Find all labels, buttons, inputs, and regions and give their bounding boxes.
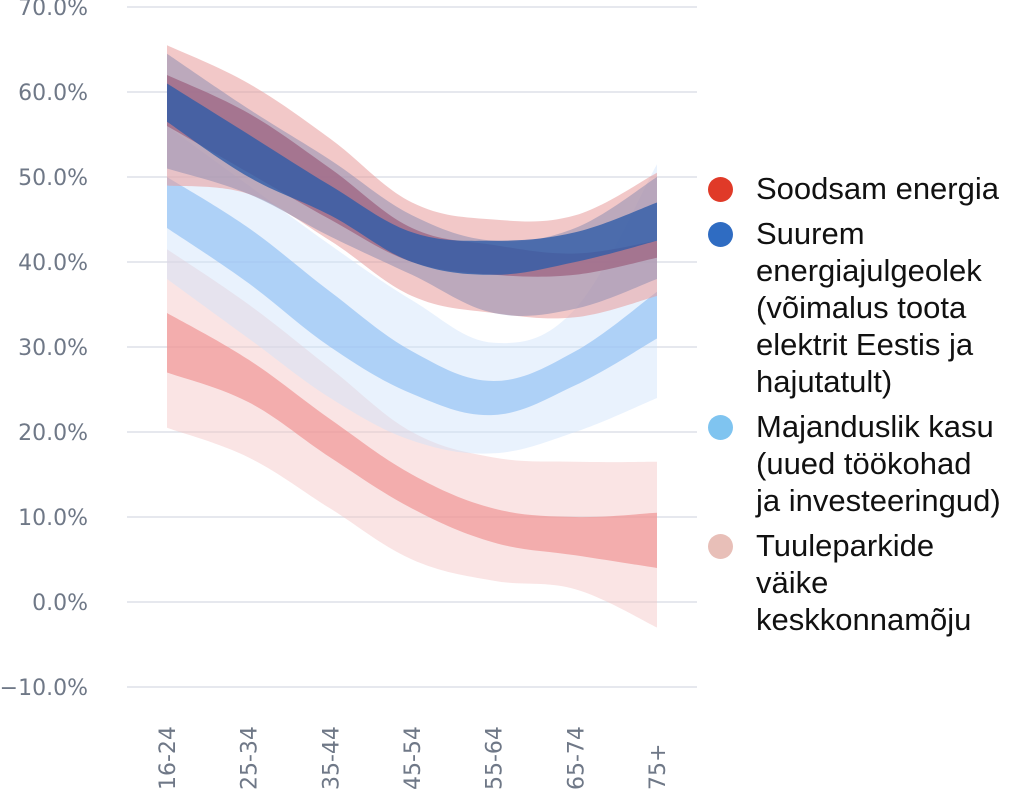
x-tick-label: 25-34 — [238, 726, 263, 790]
band-inner-1 — [167, 177, 657, 416]
x-tick-label: 65-74 — [564, 726, 589, 790]
y-tick-label: 0.0% — [32, 591, 88, 616]
legend-marker — [708, 415, 733, 440]
band-outer-1 — [167, 126, 657, 454]
y-tick-label: 60.0% — [18, 81, 88, 106]
legend-item: Majanduslik kasu (uued töökohad ja inves… — [706, 408, 1024, 519]
x-tick-label: 55-64 — [483, 726, 508, 790]
legend-item: Soodsam energia — [706, 170, 1024, 207]
band-inner-0 — [167, 313, 657, 568]
legend-label: Soodsam energia — [756, 171, 999, 206]
legend-item: Suurem energiajulgeolek (võimalus toota … — [706, 215, 1024, 400]
x-tick-label: 75+ — [646, 744, 671, 790]
y-tick-label: 30.0% — [18, 336, 88, 361]
legend-marker — [708, 534, 733, 559]
y-axis-ticks: −10.0% 0.0% 10.0% 20.0% 30.0% 40.0% 50.0% 60.0%… — [0, 0, 88, 701]
y-tick-label: 20.0% — [18, 421, 88, 446]
y-tick-label: 50.0% — [18, 166, 88, 191]
x-axis-ticks: 16-24 25-34 35-44 45-54 55-64 65-74 75+ — [156, 726, 671, 790]
legend-item: Tuuleparkide väike keskkonnamõju — [706, 527, 1024, 638]
legend-label: Suurem energiajulgeolek (võimalus toota … — [756, 216, 982, 399]
band-inner-3 — [167, 83, 657, 275]
y-tick-label: 10.0% — [18, 506, 88, 531]
legend-marker — [708, 222, 733, 247]
x-tick-label: 35-44 — [319, 726, 344, 790]
legend-label: Tuuleparkide väike keskkonnamõju — [756, 528, 972, 637]
x-tick-label: 45-54 — [401, 726, 426, 790]
legend: Soodsam energia Suurem energiajulgeolek (… — [706, 170, 1024, 646]
legend-label: Majanduslik kasu (uued töökohad ja inves… — [756, 409, 1001, 518]
y-tick-label: 40.0% — [18, 251, 88, 276]
x-tick-label: 16-24 — [156, 726, 181, 790]
y-tick-label: 70.0% — [18, 0, 88, 21]
confidence-bands — [167, 45, 657, 628]
legend-marker — [708, 177, 733, 202]
y-tick-label: −10.0% — [0, 676, 88, 701]
